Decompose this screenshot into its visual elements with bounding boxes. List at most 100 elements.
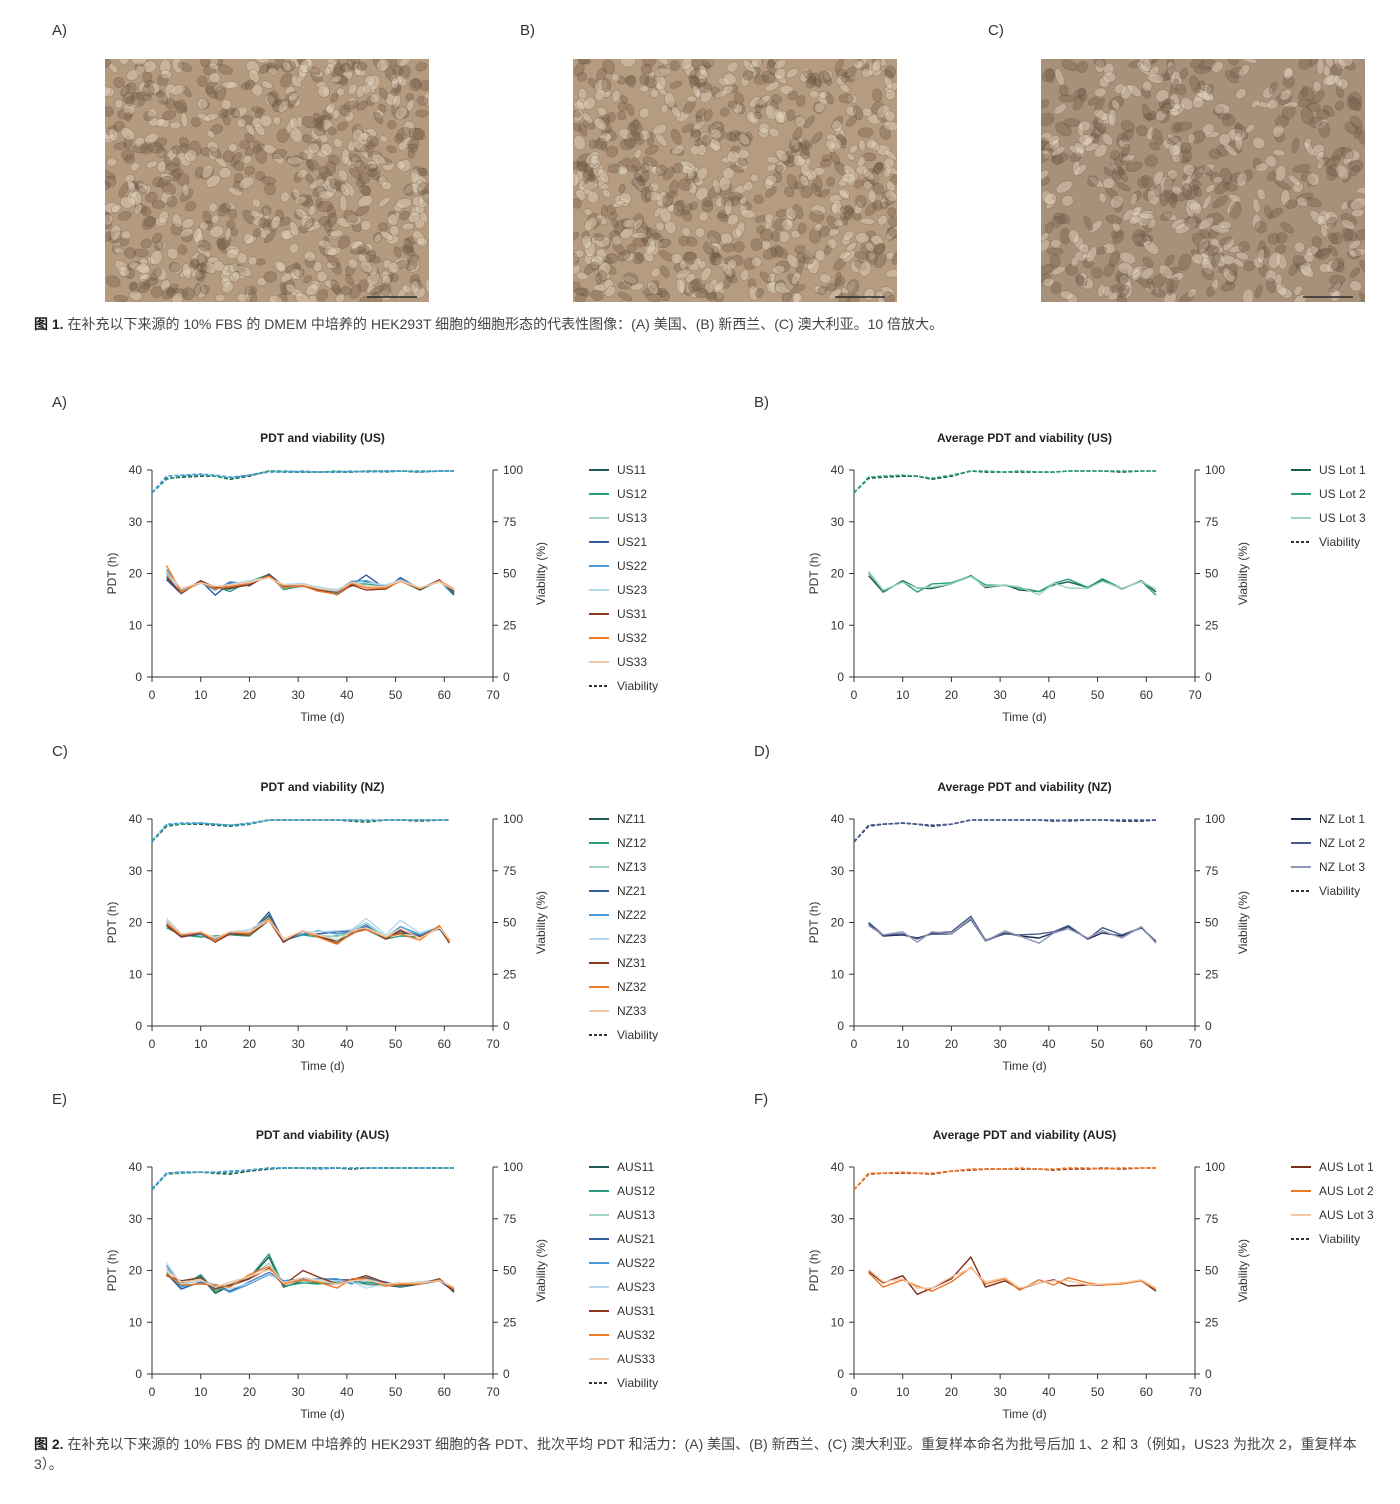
y-tick-label: 10: [129, 967, 143, 981]
y2-tick-label: 100: [503, 812, 523, 826]
x-tick-label: 60: [438, 1037, 452, 1051]
legend-label: AUS Lot 3: [1319, 1208, 1374, 1222]
x-tick-label: 30: [993, 1385, 1007, 1399]
y-tick-label: 40: [129, 1160, 143, 1174]
x-axis-label: Time (d): [300, 1059, 344, 1073]
series-line-us33: [166, 572, 455, 592]
legend-label: US Lot 1: [1319, 463, 1366, 477]
series-line-nz21: [166, 911, 450, 943]
x-axis-label: Time (d): [300, 1407, 344, 1421]
legend-label: US23: [617, 583, 647, 597]
viability-line-2: [853, 470, 1156, 494]
y2-tick-label: 0: [1205, 1367, 1212, 1381]
chart-title: Average PDT and viability (US): [937, 431, 1112, 445]
x-tick-label: 0: [149, 1037, 156, 1051]
series-line-nz33: [166, 919, 450, 941]
series-line-nz-lot-1: [868, 918, 1157, 943]
chart-title: PDT and viability (US): [260, 431, 385, 445]
micrograph-texture: [105, 59, 429, 302]
y-tick-label: 30: [129, 864, 143, 878]
x-tick-label: 60: [1140, 1385, 1154, 1399]
y-tick-label: 10: [129, 1315, 143, 1329]
x-tick-label: 50: [389, 1385, 403, 1399]
y2-axis-label: Viability (%): [1236, 1239, 1250, 1302]
figure2-caption-text: 在补充以下来源的 10% FBS 的 DMEM 中培养的 HEK293T 细胞的…: [34, 1436, 1357, 1472]
legend-label: AUS32: [617, 1328, 655, 1342]
y-tick-label: 0: [837, 1019, 844, 1033]
legend-label: US Lot 2: [1319, 487, 1366, 501]
figure2-caption: 图 2. 在补充以下来源的 10% FBS 的 DMEM 中培养的 HEK293…: [34, 1434, 1374, 1474]
x-tick-label: 40: [1042, 688, 1056, 702]
series-line-aus-lot-1: [868, 1256, 1157, 1296]
viability-line-1: [151, 1167, 454, 1191]
y-tick-label: 30: [129, 515, 143, 529]
x-tick-label: 60: [1140, 1037, 1154, 1051]
x-tick-label: 50: [1091, 1037, 1105, 1051]
y2-tick-label: 75: [503, 864, 517, 878]
y2-tick-label: 0: [1205, 1019, 1212, 1033]
x-tick-label: 60: [438, 1385, 452, 1399]
x-tick-label: 10: [194, 688, 208, 702]
y2-tick-label: 50: [1205, 567, 1219, 581]
viability-line-2: [853, 1167, 1156, 1191]
legend-label: NZ11: [617, 812, 646, 826]
x-tick-label: 40: [1042, 1037, 1056, 1051]
series-line-aus-lot-2: [868, 1266, 1157, 1292]
x-axis-label: Time (d): [1002, 1407, 1046, 1421]
micrograph-texture: [573, 59, 897, 302]
series-line-us12: [166, 573, 455, 596]
legend-label: US Lot 3: [1319, 511, 1366, 525]
y-axis-label: PDT (h): [807, 902, 821, 944]
series-line-aus23: [166, 1262, 455, 1290]
y2-tick-label: 50: [503, 1264, 517, 1278]
chart-title: PDT and viability (AUS): [256, 1128, 389, 1142]
legend-label: AUS21: [617, 1232, 655, 1246]
x-tick-label: 30: [291, 688, 305, 702]
chart-title: PDT and viability (NZ): [260, 780, 384, 794]
series-line-nz11: [166, 914, 450, 943]
legend-label: NZ Lot 3: [1319, 860, 1365, 874]
legend-label: NZ31: [617, 956, 647, 970]
y2-tick-label: 50: [1205, 916, 1219, 930]
series-line-aus-lot-3: [868, 1267, 1157, 1289]
series-line-us11: [166, 574, 455, 594]
y2-tick-label: 50: [503, 567, 517, 581]
y2-tick-label: 75: [1205, 515, 1219, 529]
fig2-panel-letter-f: F): [754, 1091, 769, 1108]
y-tick-label: 40: [129, 812, 143, 826]
legend-label: NZ21: [617, 884, 647, 898]
viability-line-2: [151, 819, 450, 842]
x-tick-label: 30: [993, 1037, 1007, 1051]
y2-tick-label: 50: [503, 916, 517, 930]
x-tick-label: 40: [340, 1385, 354, 1399]
figure1-caption-label: 图 1.: [34, 316, 64, 332]
viability-line-3: [151, 819, 450, 843]
x-tick-label: 70: [1188, 1385, 1202, 1399]
x-tick-label: 70: [486, 1385, 500, 1399]
y-tick-label: 20: [129, 916, 143, 930]
series-line-nz-lot-2: [868, 915, 1157, 942]
x-tick-label: 60: [1140, 688, 1154, 702]
y-tick-label: 40: [831, 1160, 845, 1174]
viability-line-3: [151, 1167, 454, 1190]
legend-label: Viability: [617, 679, 658, 693]
series-line-nz31: [166, 919, 450, 944]
y-tick-label: 30: [129, 1212, 143, 1226]
legend-label: US11: [617, 463, 646, 477]
legend-label: AUS31: [617, 1304, 655, 1318]
legend-label: AUS Lot 1: [1319, 1160, 1374, 1174]
y-tick-label: 20: [129, 567, 143, 581]
x-tick-label: 10: [896, 1037, 910, 1051]
series-line-nz12: [166, 919, 450, 941]
y-axis-label: PDT (h): [807, 1250, 821, 1292]
figure1-caption: 图 1. 在补充以下来源的 10% FBS 的 DMEM 中培养的 HEK293…: [34, 314, 1374, 334]
series-line-nz22: [166, 916, 450, 941]
x-tick-label: 0: [149, 1385, 156, 1399]
series-line-us23: [166, 575, 455, 591]
y-tick-label: 30: [831, 864, 845, 878]
legend-label: Viability: [1319, 1232, 1360, 1246]
y-tick-label: 0: [135, 1367, 142, 1381]
y2-tick-label: 0: [503, 1019, 510, 1033]
legend-label: US12: [617, 487, 647, 501]
series-line-aus31: [166, 1267, 455, 1292]
